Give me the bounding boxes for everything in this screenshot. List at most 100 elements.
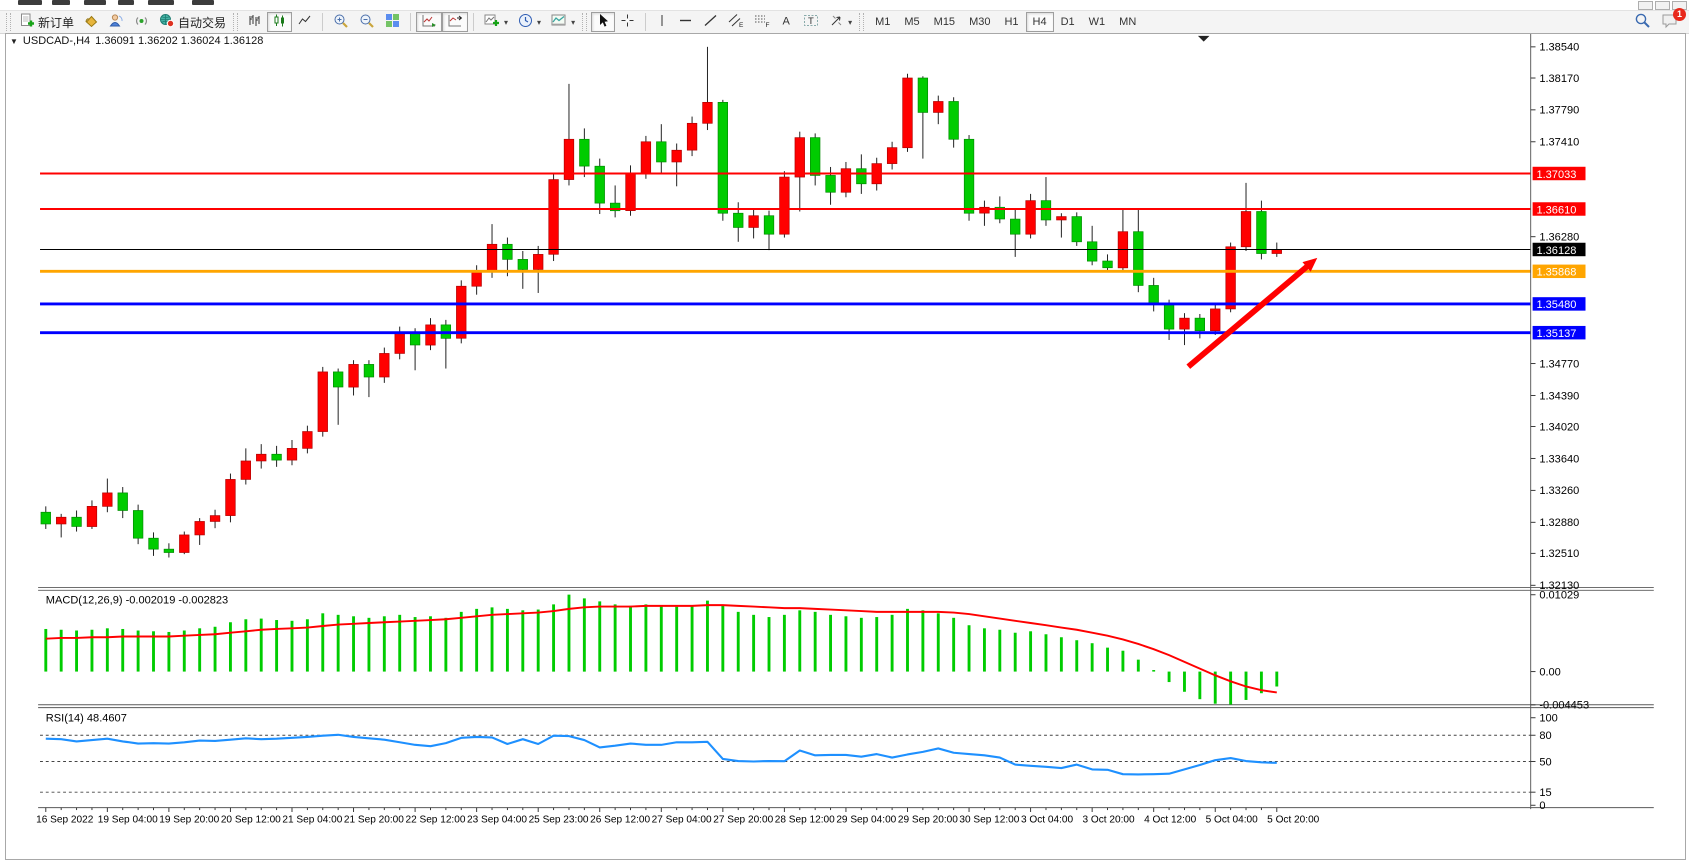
chart-shift-marker-icon[interactable] [1197,35,1210,42]
svg-text:1.35868: 1.35868 [1536,267,1576,279]
crosshair-tool-button[interactable] [615,12,640,32]
toolbar-grip[interactable] [233,13,239,31]
zoom-out-button[interactable] [354,12,380,32]
chart-canvas[interactable]: 1.38540 1.38170 1.37790 1.37410 1.36280 1.347… [0,33,1689,862]
clipped-icon [18,0,42,5]
svg-text:0.01029: 0.01029 [1539,590,1579,602]
svg-text:80: 80 [1539,730,1551,742]
svg-text:4 Oct 12:00: 4 Oct 12:00 [1144,815,1196,826]
svg-text:0.00: 0.00 [1539,666,1561,678]
toolbar-separator [645,13,647,31]
horizontal-line-tool-button[interactable] [673,12,698,32]
depth-of-market-button[interactable] [104,12,129,32]
svg-text:1.32880: 1.32880 [1539,517,1579,529]
candle-body [456,285,467,339]
chart-titlebar[interactable]: ▼ USDCAD-,H4 1.36091 1.36202 1.36024 1.3… [10,34,263,48]
svg-text:19 Sep 20:00: 19 Sep 20:00 [159,815,219,826]
candle-body [1225,246,1236,310]
svg-text:27 Sep 20:00: 27 Sep 20:00 [713,815,773,826]
candle-body [1102,260,1113,269]
restore-button[interactable] [1655,1,1670,10]
svg-text:1.36128: 1.36128 [1536,245,1576,257]
candle-body [225,479,236,516]
svg-text:1.32510: 1.32510 [1539,548,1579,560]
rsi-line [45,733,1277,776]
text-label-tool-button[interactable]: T [798,12,824,32]
svg-text:1.37410: 1.37410 [1539,137,1579,149]
candle-body [517,259,528,270]
chevron-down-icon: ▾ [504,17,509,27]
templates-button[interactable]: ▾ [546,12,580,32]
arrows-tool-button[interactable]: ▾ [824,12,857,32]
candle-body [886,147,898,164]
timeframe-h4-button[interactable]: H4 [1025,12,1054,32]
toolbar-separator [322,13,324,31]
bar-chart-icon [247,13,262,31]
chart-window: ▼ USDCAD-,H4 1.36091 1.36202 1.36024 1.3… [0,33,1689,862]
candle-body [425,324,436,346]
svg-text:30 Sep 12:00: 30 Sep 12:00 [959,815,1019,826]
channel-tool-button[interactable]: E [723,12,749,32]
timeframe-mn-button[interactable]: MN [1112,12,1143,32]
svg-text:1.34390: 1.34390 [1539,390,1579,402]
candle-body [1163,303,1175,330]
svg-text:27 Sep 04:00: 27 Sep 04:00 [652,815,712,826]
candlestick-mode-button[interactable] [267,12,293,32]
clock-icon [518,13,533,31]
candle-body [1210,308,1221,332]
toolbar-grip[interactable] [582,13,588,31]
auto-trading-button[interactable]: 自动交易 [154,12,231,32]
chevron-down-icon: ▾ [571,17,576,27]
svg-text:1.37790: 1.37790 [1539,105,1579,117]
periods-button[interactable]: ▾ [513,12,546,32]
trend-arrow-annotation[interactable] [1186,257,1318,369]
candle-body [71,516,82,527]
styler-button[interactable] [79,12,104,32]
minimize-button[interactable] [1638,1,1653,10]
timeframe-w1-button[interactable]: W1 [1082,12,1113,32]
notifications-button[interactable]: 1 [1661,7,1686,34]
svg-text:23 Sep 04:00: 23 Sep 04:00 [467,815,527,826]
clipped-icon [148,0,174,5]
timeframe-h1-button[interactable]: H1 [997,12,1025,32]
vertical-line-tool-button[interactable] [651,12,673,32]
person-icon [109,13,124,31]
timeframe-m15-button[interactable]: M15 [927,12,962,32]
timeframe-m5-button[interactable]: M5 [897,12,926,32]
candle-body [132,510,144,539]
candle-body [948,101,959,140]
chart-shift-button[interactable] [442,12,469,32]
toolbar-grip[interactable] [6,13,11,31]
fibonacci-tool-button[interactable]: F [749,12,775,32]
auto-scroll-button[interactable] [416,12,443,32]
svg-text:0: 0 [1539,800,1545,812]
text-tool-button[interactable]: A [775,12,798,32]
candle-body [933,101,944,113]
signals-button[interactable] [129,12,154,32]
auto-scroll-icon [421,13,437,31]
svg-text:26 Sep 12:00: 26 Sep 12:00 [590,815,650,826]
macd-pane: 0.01029 0.00 -0.004453 [44,590,1589,712]
candle-body [840,168,852,193]
toolbar-grip[interactable] [859,13,865,31]
indicators-button[interactable]: ▾ [479,12,513,32]
new-order-button[interactable]: 新订单 [15,12,79,32]
bar-chart-mode-button[interactable] [242,12,267,32]
price-label-box [1532,264,1586,279]
svg-text:21 Sep 20:00: 21 Sep 20:00 [344,815,404,826]
tile-windows-button[interactable] [380,12,405,32]
trendline-tool-button[interactable] [698,12,723,32]
svg-text:3 Oct 20:00: 3 Oct 20:00 [1083,815,1135,826]
main-toolbar: 新订单 自动交易 [0,10,1689,34]
timeframe-m1-button[interactable]: M1 [868,12,897,32]
zoom-in-button[interactable] [328,12,354,32]
timeframe-m30-button[interactable]: M30 [962,12,997,32]
svg-text:29 Sep 04:00: 29 Sep 04:00 [836,815,896,826]
line-chart-mode-button[interactable] [292,12,317,32]
search-icon[interactable] [1634,12,1651,34]
candle-body [86,506,98,527]
candle-body [256,453,267,462]
arrows-icon [829,13,844,31]
cursor-tool-button[interactable] [591,12,616,32]
timeframe-d1-button[interactable]: D1 [1054,12,1082,32]
